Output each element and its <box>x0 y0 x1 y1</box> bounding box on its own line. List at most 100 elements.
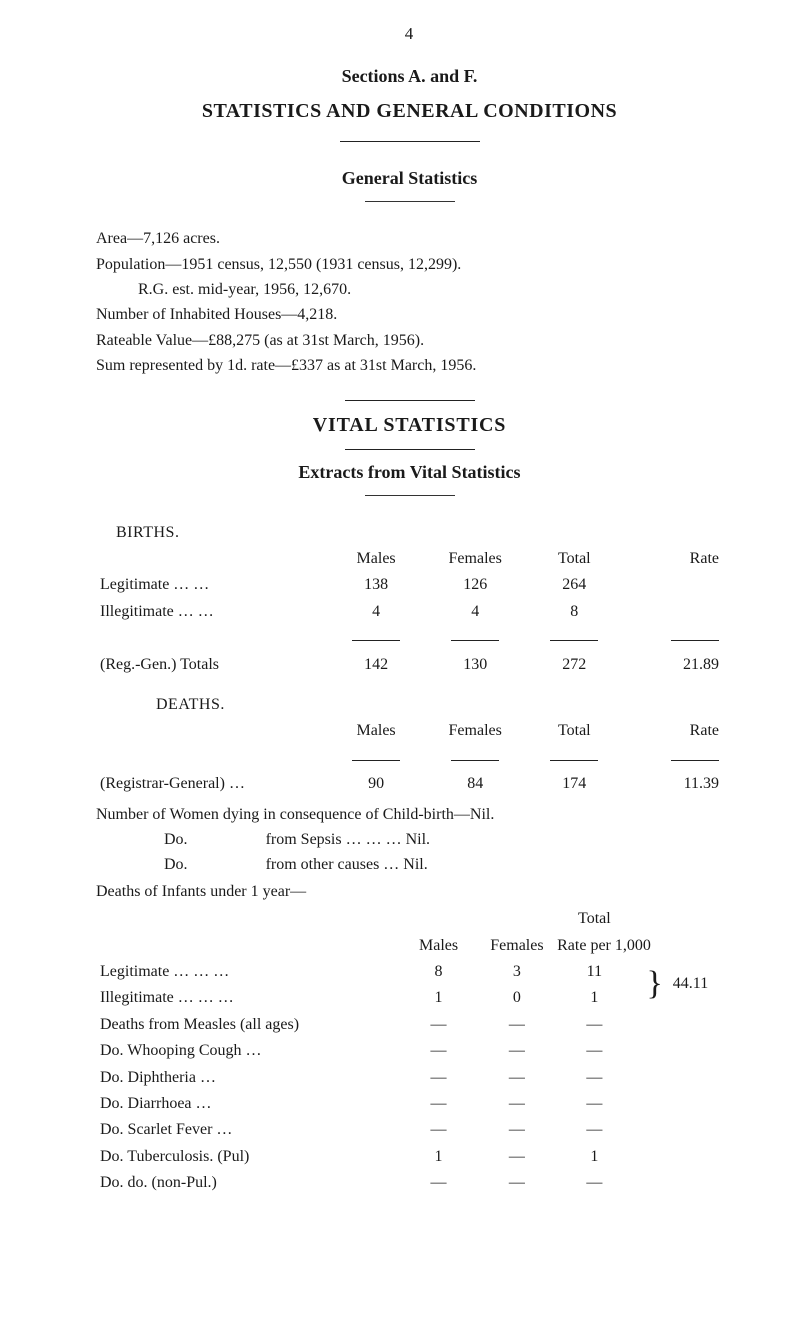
col-females: Females <box>426 718 525 744</box>
population-line: Population—1951 census, 12,550 (1931 cen… <box>96 254 723 276</box>
row-label: Do. Diarrhoea … <box>96 1091 400 1117</box>
cell: 4 <box>327 599 426 625</box>
row-label: (Reg.-Gen.) Totals <box>96 652 327 678</box>
col-rate-per-1000: Rate per 1,000 <box>557 933 723 959</box>
cell: 174 <box>525 771 624 797</box>
cell: 1 <box>400 1144 476 1170</box>
cell: — <box>477 1065 557 1091</box>
cell: 11 <box>557 959 632 985</box>
cell: 3 <box>477 959 557 985</box>
cell: 90 <box>327 771 426 797</box>
houses-line: Number of Inhabited Houses—4,218. <box>96 304 723 326</box>
brace-icon: } <box>646 965 662 1002</box>
row-label: Illegitimate … … <box>96 599 327 625</box>
col-rate: Rate <box>624 546 723 572</box>
cell: 272 <box>525 652 624 678</box>
table-row: Illegitimate … … … 1 0 1 <box>96 985 723 1011</box>
row-label: Do. do. (non-Pul.) <box>96 1170 400 1196</box>
table-row: Legitimate … … 138 126 264 <box>96 572 723 598</box>
row-label: Do. Diphtheria … <box>96 1065 400 1091</box>
row-label: Illegitimate … … … <box>96 985 400 1011</box>
cell: — <box>557 1012 632 1038</box>
divider <box>345 400 475 401</box>
rate-brace-cell: } 44.11 <box>632 959 723 1012</box>
cell: 21.89 <box>624 652 723 678</box>
col-males: Males <box>327 718 426 744</box>
col-females: Females <box>426 546 525 572</box>
infants-header: Deaths of Infants under 1 year— <box>96 881 723 903</box>
sepsis-text: from Sepsis … … … Nil. <box>266 831 430 848</box>
cell: — <box>557 1038 632 1064</box>
cell: 130 <box>426 652 525 678</box>
row-label: (Registrar-General) … <box>96 771 327 797</box>
col-total: Total <box>525 718 624 744</box>
cell: 11.39 <box>624 771 723 797</box>
col-males: Males <box>327 546 426 572</box>
table-row: Do. Diarrhoea … — — — <box>96 1091 723 1117</box>
other-causes-text: from other causes … Nil. <box>266 856 428 873</box>
row-label: Legitimate … … <box>96 572 327 598</box>
heading-main-title: STATISTICS AND GENERAL CONDITIONS <box>96 97 723 125</box>
table-row: Deaths from Measles (all ages) — — — <box>96 1012 723 1038</box>
cell: — <box>400 1038 476 1064</box>
cell: — <box>477 1117 557 1143</box>
cell: — <box>400 1012 476 1038</box>
col-females: Females <box>477 933 557 959</box>
births-label: BIRTHS. <box>96 522 723 544</box>
divider <box>345 449 475 450</box>
table-row: Do. Whooping Cough … — — — <box>96 1038 723 1064</box>
col-total-word: Total <box>557 906 632 932</box>
divider <box>340 141 480 142</box>
col-total: Total <box>525 546 624 572</box>
table-row: Legitimate … … … 8 3 11 } 44.11 <box>96 959 723 985</box>
heading-sections: Sections A. and F. <box>96 64 723 89</box>
cell: — <box>477 1170 557 1196</box>
cell: 138 <box>327 572 426 598</box>
cell: 1 <box>400 985 476 1011</box>
cell: 0 <box>477 985 557 1011</box>
rule-row <box>96 745 723 771</box>
cell: 142 <box>327 652 426 678</box>
table-row: (Registrar-General) … 90 84 174 11.39 <box>96 771 723 797</box>
cell: 8 <box>400 959 476 985</box>
row-label: Do. Whooping Cough … <box>96 1038 400 1064</box>
cell <box>624 599 723 625</box>
cell: — <box>557 1091 632 1117</box>
rateable-line: Rateable Value—£88,275 (as at 31st March… <box>96 330 723 352</box>
table-row: Do. Diphtheria … — — — <box>96 1065 723 1091</box>
cell: — <box>477 1012 557 1038</box>
col-males: Males <box>400 933 476 959</box>
table-header-row: Males Females Total Rate <box>96 718 723 744</box>
table-header-row: Total <box>96 906 723 932</box>
cell: 84 <box>426 771 525 797</box>
page-number: 4 <box>96 22 723 46</box>
cell: — <box>557 1170 632 1196</box>
deaths-table: Males Females Total Rate (Registrar-Gene… <box>96 718 723 797</box>
rule-row <box>96 625 723 651</box>
births-table: Males Females Total Rate Legitimate … … … <box>96 546 723 678</box>
cell: — <box>477 1038 557 1064</box>
cell: — <box>400 1091 476 1117</box>
cell: 8 <box>525 599 624 625</box>
cell: — <box>477 1091 557 1117</box>
cell: — <box>400 1065 476 1091</box>
heading-vital-statistics: VITAL STATISTICS <box>96 411 723 439</box>
women-other-line: Do. from other causes … Nil. <box>96 854 723 876</box>
area-block: Area—7,126 acres. Population—1951 census… <box>96 228 723 377</box>
row-label: Do. Tuberculosis. (Pul) <box>96 1144 400 1170</box>
cell: 264 <box>525 572 624 598</box>
cell: — <box>400 1170 476 1196</box>
cell <box>624 572 723 598</box>
table-header-row: Males Females Total Rate <box>96 546 723 572</box>
totals-row: (Reg.-Gen.) Totals 142 130 272 21.89 <box>96 652 723 678</box>
heading-extracts: Extracts from Vital Statistics <box>96 460 723 485</box>
divider <box>365 495 455 496</box>
table-row: Illegitimate … … 4 4 8 <box>96 599 723 625</box>
cell: 1 <box>557 1144 632 1170</box>
cell: — <box>400 1117 476 1143</box>
table-header-row: Males Females Rate per 1,000 <box>96 933 723 959</box>
document-page: 4 Sections A. and F. STATISTICS AND GENE… <box>0 0 801 1236</box>
women-sepsis-line: Do. from Sepsis … … … Nil. <box>96 829 723 851</box>
table-row: Do. Tuberculosis. (Pul) 1 — 1 <box>96 1144 723 1170</box>
row-label: Legitimate … … … <box>96 959 400 985</box>
